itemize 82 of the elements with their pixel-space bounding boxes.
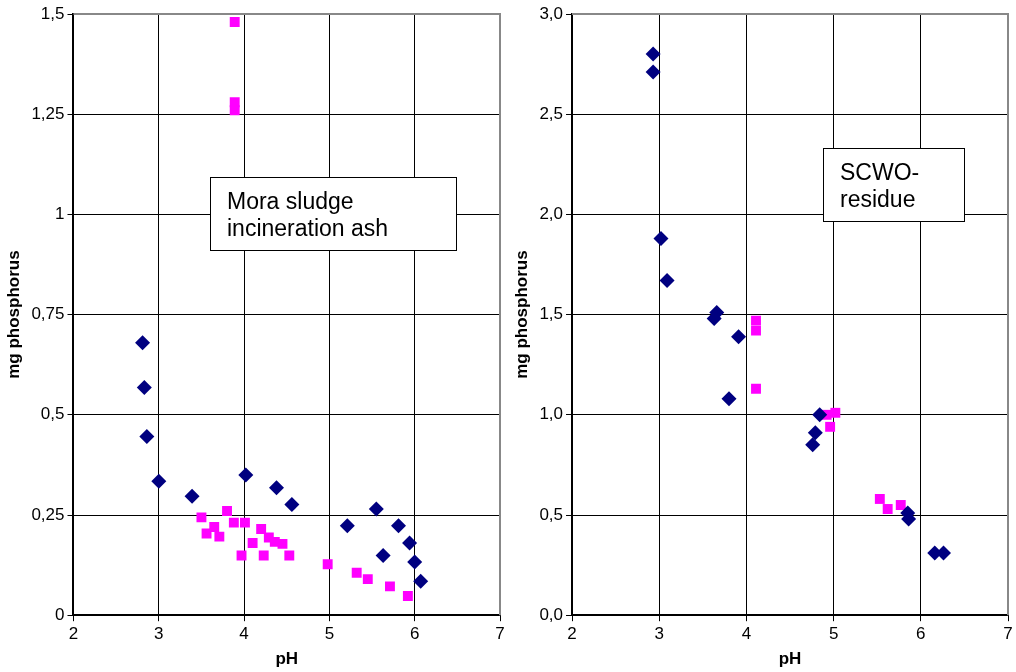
point [284, 497, 300, 513]
y-tick-label: 0,0 [539, 604, 564, 624]
y-tick-label: 0,75 [31, 304, 65, 324]
y-tick-label: 1 [55, 204, 65, 224]
x-tick-label: 7 [1003, 624, 1013, 644]
x-tick-label: 3 [154, 624, 164, 644]
y-tick-label: 2,5 [539, 103, 564, 123]
y-tick-label: 0 [55, 604, 65, 624]
point [407, 554, 423, 570]
point [830, 407, 841, 418]
x-tick-label: 6 [409, 624, 420, 644]
y-tick-label: 1,5 [40, 3, 65, 23]
point [895, 500, 906, 510]
point [362, 574, 373, 585]
point [247, 538, 258, 549]
point [201, 528, 212, 539]
point [653, 230, 669, 246]
point [825, 421, 836, 432]
point [135, 335, 151, 351]
x-axis-title: pH [778, 649, 802, 669]
point [284, 550, 295, 561]
point [322, 559, 333, 570]
x-tick-label: 4 [239, 624, 249, 644]
x-tick-label: 6 [916, 624, 926, 644]
y-tick-label: 1,25 [31, 103, 65, 123]
point [731, 329, 747, 345]
y-tick-label: 3,0 [539, 3, 564, 23]
point [882, 504, 893, 514]
point [721, 391, 737, 407]
x-tick-label: 4 [741, 624, 752, 644]
y-tick-label: 1,5 [539, 304, 564, 324]
point [277, 538, 288, 549]
point [659, 273, 675, 289]
point [874, 494, 885, 504]
y-tick-label: 0,25 [31, 504, 65, 524]
point [139, 428, 155, 444]
point [222, 506, 232, 516]
point [228, 517, 239, 528]
point [375, 547, 391, 563]
y-axis-title: mg phosphorus [511, 250, 531, 379]
point [339, 518, 355, 534]
point [136, 380, 152, 396]
point [229, 105, 240, 116]
point [229, 17, 240, 27]
point [256, 524, 267, 534]
y-tick-label: 0,5 [539, 504, 564, 524]
point [385, 581, 395, 592]
x-tick-label: 5 [828, 624, 839, 644]
point [351, 567, 362, 578]
point [238, 467, 254, 483]
x-tick-label: 2 [68, 624, 79, 644]
text-box: SCWO-residue [823, 148, 965, 222]
point [751, 383, 761, 394]
x-tick-label: 2 [567, 624, 577, 644]
point [402, 535, 418, 551]
point [196, 512, 207, 523]
point [402, 591, 413, 601]
point [645, 64, 661, 80]
point [151, 473, 167, 489]
point [751, 325, 761, 336]
point [390, 518, 406, 534]
y-axis-title: mg phosphorus [3, 250, 23, 379]
point [807, 425, 823, 441]
x-tick-label: 5 [324, 624, 335, 644]
point [184, 488, 200, 504]
point [812, 407, 828, 423]
y-tick-label: 2,0 [539, 204, 564, 224]
point [751, 315, 761, 326]
point [258, 550, 269, 561]
point [645, 46, 661, 62]
text-box: Mora sludge incineration ash [210, 177, 457, 251]
point [805, 437, 821, 453]
x-axis-title: pH [275, 649, 299, 669]
point [368, 501, 384, 517]
y-tick-label: 0,5 [40, 404, 65, 424]
point [269, 480, 285, 496]
x-tick-label: 3 [654, 624, 664, 644]
point [413, 573, 429, 589]
y-tick-label: 1,0 [539, 404, 564, 424]
x-tick-label: 7 [495, 624, 505, 644]
point [240, 517, 250, 528]
point [214, 531, 225, 542]
